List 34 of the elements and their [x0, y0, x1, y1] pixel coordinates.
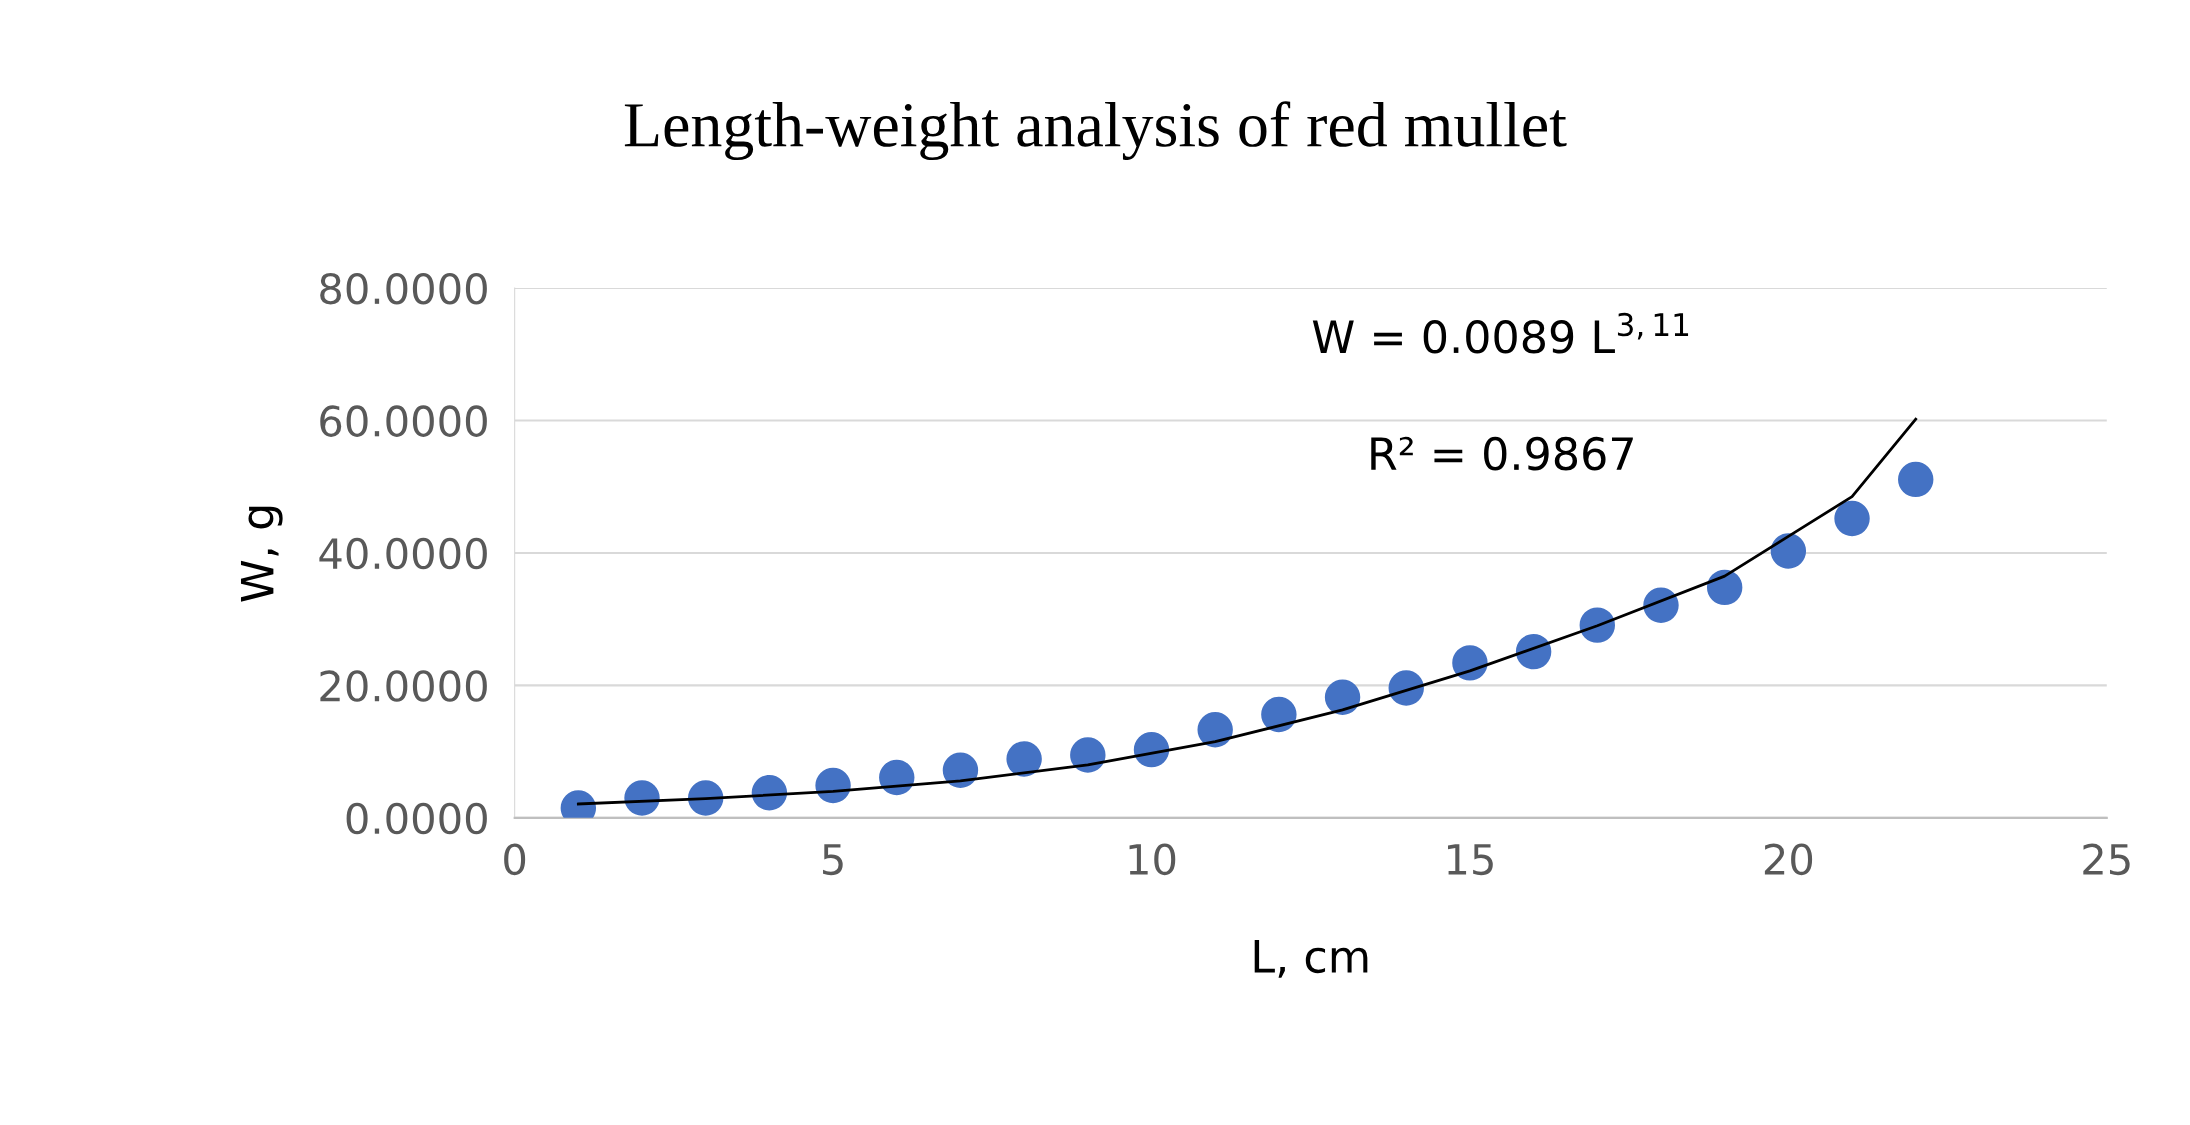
point	[942, 752, 979, 788]
point	[1261, 696, 1297, 733]
y-axis-title: W, g	[240, 506, 283, 602]
y-tick-label: 0.0000	[346, 802, 487, 835]
x-tick-label: 5	[823, 844, 843, 876]
point	[1770, 533, 1807, 569]
point	[1643, 587, 1679, 623]
y-tick-label: 80.0000	[320, 272, 487, 305]
y-tick-label: 20.0000	[320, 670, 487, 702]
point	[1706, 569, 1743, 606]
x-tick-label: 20	[1764, 843, 1813, 876]
x-tick-label: 25	[2083, 843, 2130, 876]
point	[1197, 712, 1233, 748]
annotation: W = 0.0089 L$^{3,11}$	[1312, 312, 1689, 354]
x-axis-title: L, cm	[1254, 940, 1368, 978]
point	[688, 780, 724, 816]
point	[1898, 461, 1934, 498]
x-tick-label: 15	[1447, 844, 1493, 876]
point	[1070, 737, 1106, 773]
point	[1006, 741, 1042, 777]
annotation: R² = 0.9867	[1371, 436, 1633, 471]
y-tick-label: 40.0000	[319, 537, 487, 570]
y-tick-label: 60.0000	[320, 405, 487, 437]
point	[1452, 645, 1488, 681]
x-tick-label: 10	[1129, 843, 1176, 876]
point	[1834, 500, 1870, 537]
point	[879, 759, 915, 796]
point	[1324, 679, 1361, 716]
chart-title: Length-weight analysis of red mullet	[624, 101, 1567, 161]
point	[815, 767, 851, 804]
point	[1579, 607, 1615, 643]
point	[1388, 670, 1424, 706]
point	[1133, 731, 1170, 768]
x-tick-label: 0	[504, 843, 526, 876]
